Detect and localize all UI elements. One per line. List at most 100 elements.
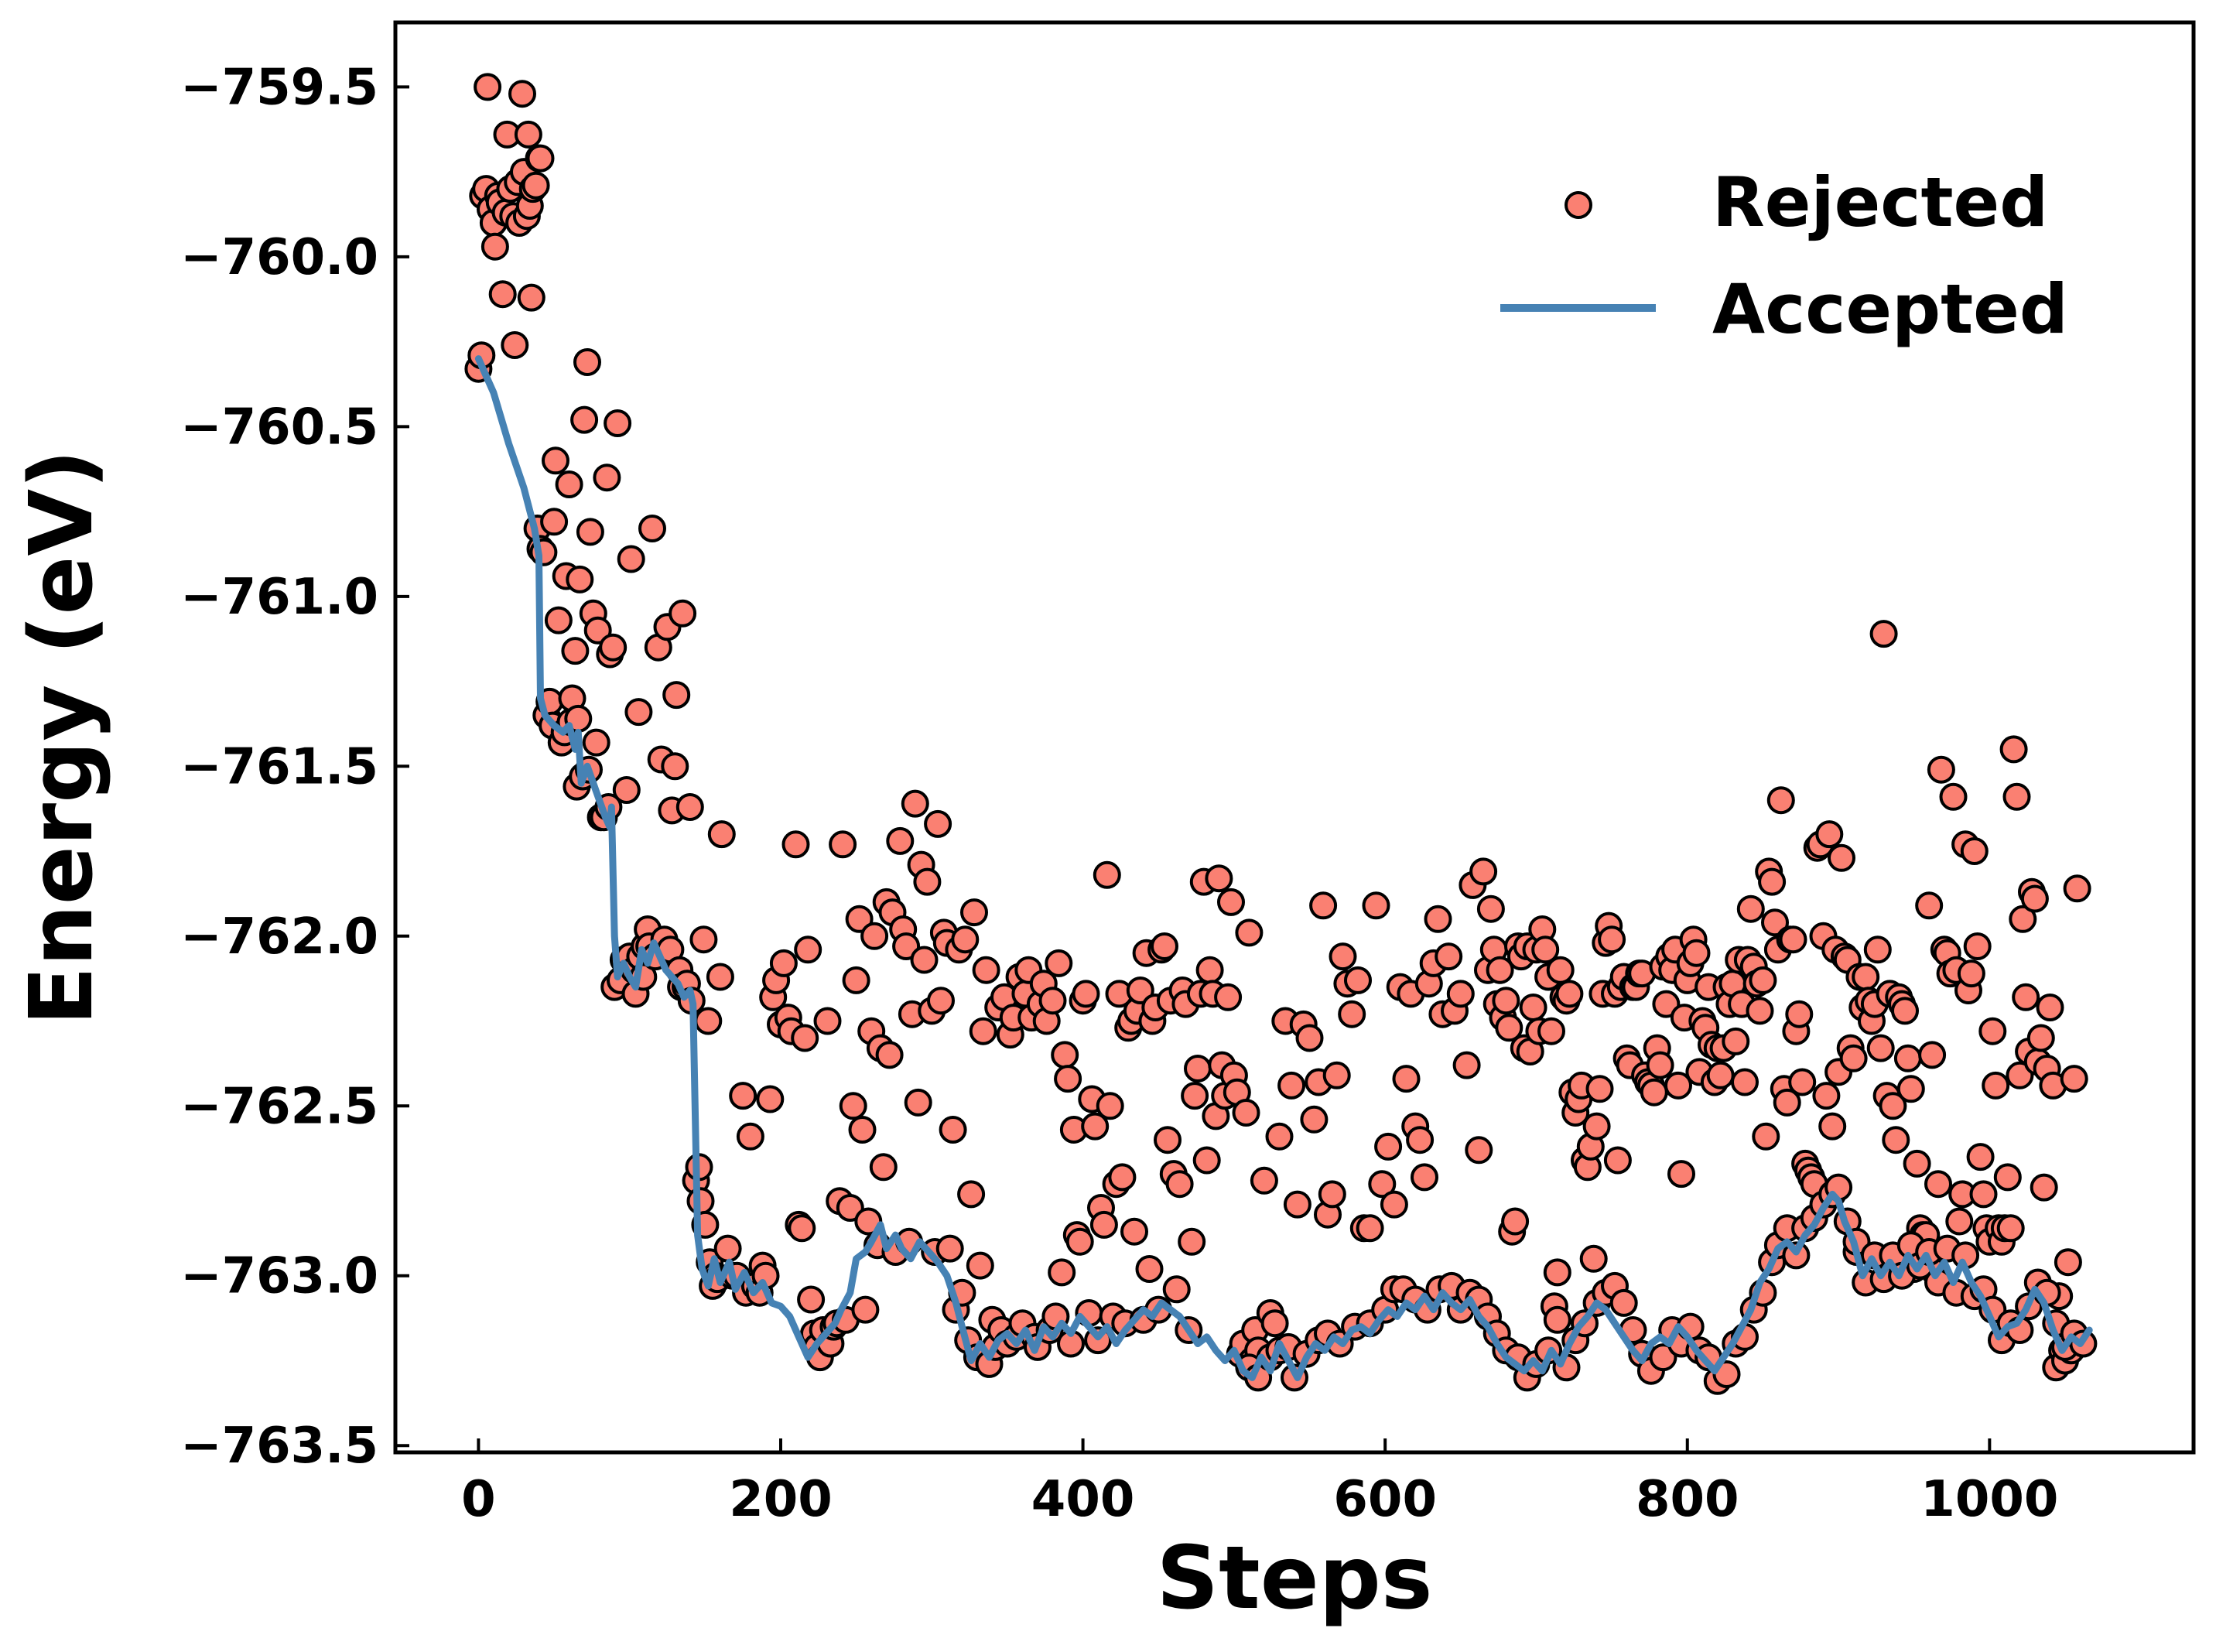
rejected-point bbox=[1265, 1122, 1294, 1151]
rejected-point bbox=[1706, 1061, 1735, 1089]
rejected-point bbox=[1852, 963, 1880, 991]
rejected-point bbox=[1089, 1210, 1118, 1239]
rejected-point bbox=[576, 518, 604, 546]
rejected-point bbox=[1309, 891, 1338, 920]
rejected-point bbox=[1054, 1065, 1082, 1093]
rejected-point bbox=[1893, 1044, 1922, 1072]
rejected-point bbox=[713, 1234, 742, 1263]
rejected-point bbox=[1038, 987, 1067, 1015]
rejected-point bbox=[1081, 1112, 1110, 1141]
y-axis-title: Energy (eV) bbox=[12, 450, 112, 1026]
rejected-point bbox=[694, 1007, 723, 1035]
accepted-line-layer bbox=[474, 355, 2093, 1381]
rejected-point bbox=[2063, 874, 2091, 903]
rejected-point bbox=[1192, 1146, 1221, 1175]
rejected-point bbox=[1667, 1160, 1695, 1189]
rejected-point bbox=[1260, 1309, 1289, 1338]
rejected-point bbox=[1766, 786, 1795, 815]
rejected-point bbox=[1752, 1122, 1780, 1151]
rejected-point bbox=[1722, 1027, 1750, 1055]
rejected-point bbox=[1882, 1126, 1910, 1154]
rejected-point bbox=[1295, 1024, 1324, 1052]
rejected-point bbox=[1788, 1068, 1817, 1096]
rejected-point bbox=[612, 776, 641, 804]
rejected-point bbox=[706, 963, 734, 991]
rejected-point bbox=[1736, 894, 1765, 923]
y-tick-label: −763.5 bbox=[180, 1418, 378, 1475]
rejected-point bbox=[886, 826, 915, 855]
rejected-point bbox=[927, 987, 955, 1015]
rejected-point bbox=[1045, 949, 1073, 977]
rejected-point bbox=[1982, 1071, 2010, 1100]
rejected-point bbox=[661, 752, 689, 781]
rejected-point bbox=[1537, 1017, 1565, 1045]
y-tick-label: −763.0 bbox=[180, 1248, 378, 1305]
rejected-point bbox=[1392, 1065, 1421, 1093]
legend-accepted-label: Accepted bbox=[1712, 269, 2068, 349]
rejected-point bbox=[1582, 1112, 1611, 1141]
rejected-point bbox=[2002, 782, 2031, 811]
rejected-point bbox=[1918, 1041, 1947, 1069]
rejected-point bbox=[736, 1122, 764, 1151]
rejected-point bbox=[570, 405, 599, 434]
rejected-point bbox=[508, 80, 536, 108]
rejected-point bbox=[1374, 1132, 1403, 1161]
rejected-point bbox=[2030, 1173, 2058, 1202]
rejected-point bbox=[1543, 1305, 1571, 1334]
rejected-point bbox=[669, 599, 697, 628]
rejected-point bbox=[901, 789, 929, 818]
rejected-point bbox=[957, 1180, 986, 1209]
rejected-point bbox=[935, 1234, 964, 1263]
rejected-point bbox=[1048, 1258, 1076, 1287]
rejected-point bbox=[939, 1116, 967, 1144]
rejected-point bbox=[1205, 864, 1233, 893]
rejected-point bbox=[769, 949, 798, 977]
rejected-point bbox=[1329, 942, 1357, 971]
rejected-point bbox=[1891, 997, 1919, 1025]
legend: Rejected Accepted bbox=[1500, 162, 2068, 349]
rejected-point bbox=[1828, 843, 1855, 872]
x-tick-label: 600 bbox=[1333, 1471, 1437, 1528]
rejected-point bbox=[1839, 1044, 1868, 1072]
rejected-point bbox=[1465, 1136, 1493, 1165]
rejected-point bbox=[1818, 1112, 1847, 1141]
rejected-point bbox=[829, 830, 857, 859]
rejected-point bbox=[1406, 1126, 1435, 1154]
rejected-point bbox=[501, 331, 529, 359]
y-tick-label: −760.0 bbox=[180, 229, 378, 286]
rejected-point bbox=[904, 1088, 932, 1117]
rejected-point bbox=[1235, 918, 1264, 947]
rejected-point bbox=[517, 283, 545, 312]
rejected-point bbox=[1380, 1190, 1408, 1219]
rejected-point bbox=[1649, 1343, 1677, 1372]
rejected-point bbox=[1609, 1288, 1638, 1317]
rejected-point bbox=[686, 1187, 715, 1216]
rejected-point bbox=[1924, 1170, 1952, 1199]
rejected-point bbox=[1424, 905, 1452, 933]
rejected-point bbox=[1978, 1017, 2007, 1045]
rejected-point bbox=[972, 956, 1000, 984]
rejected-point bbox=[1065, 1227, 1094, 1256]
rejected-point bbox=[892, 932, 921, 960]
y-tick-label: −762.5 bbox=[180, 1078, 378, 1135]
rejected-point bbox=[624, 698, 653, 727]
rejected-point bbox=[480, 232, 509, 261]
rejected-point bbox=[573, 348, 601, 376]
rejected-point bbox=[1093, 860, 1121, 889]
rejected-point bbox=[540, 508, 569, 536]
rejected-point bbox=[1181, 1082, 1209, 1110]
rejected-point bbox=[1779, 925, 1807, 954]
rejected-point bbox=[1338, 1000, 1366, 1028]
y-tick-label: −760.5 bbox=[180, 398, 378, 456]
rejected-point bbox=[2012, 983, 2040, 1011]
x-tick-label: 400 bbox=[1031, 1471, 1135, 1528]
rejected-point bbox=[1250, 1166, 1278, 1195]
y-axis: −763.5 −763.0 −762.5 −762.0 −761.5 −761.0 −760… bbox=[180, 59, 409, 1475]
rejected-point bbox=[1969, 1180, 1998, 1209]
rejected-point bbox=[1869, 620, 1898, 648]
rejected-point bbox=[860, 922, 889, 950]
plot-area bbox=[464, 73, 2098, 1395]
rejected-point bbox=[1879, 1092, 1907, 1120]
rejected-point bbox=[1362, 891, 1390, 920]
